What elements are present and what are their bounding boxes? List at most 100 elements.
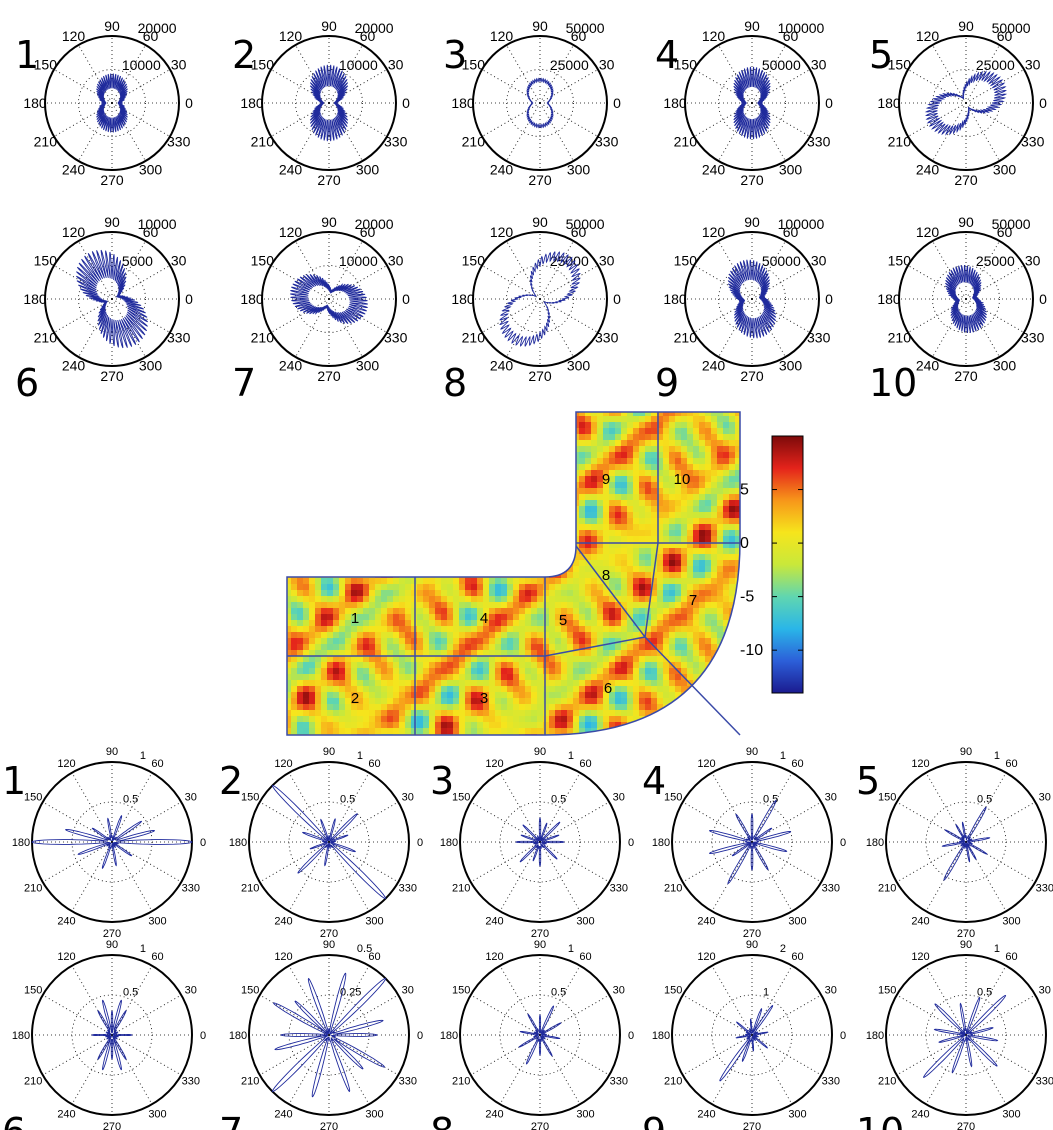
heatmap-cell — [705, 422, 712, 429]
heatmap-cell — [333, 596, 340, 603]
heatmap-cell — [621, 446, 628, 453]
heatmap-cell — [591, 698, 598, 705]
heatmap-cell — [621, 602, 628, 609]
heatmap-cell — [597, 494, 604, 501]
polar-series-10 — [945, 264, 987, 334]
heatmap-cell — [381, 602, 388, 609]
heatmap-cell — [489, 602, 496, 609]
heatmap-cell — [729, 530, 736, 537]
heatmap-cell — [375, 686, 382, 693]
heatmap-cell — [405, 596, 412, 603]
heatmap-cell — [447, 584, 454, 591]
heatmap-cell — [687, 668, 694, 675]
heatmap-cell — [651, 662, 658, 669]
heatmap-cell — [357, 614, 364, 621]
heatmap-cell — [429, 680, 436, 687]
colorbar-tick-label: 5 — [740, 482, 749, 499]
heatmap-cell — [711, 500, 718, 507]
heatmap-cell — [303, 674, 310, 681]
heatmap-cell — [429, 686, 436, 693]
heatmap-cell — [699, 518, 706, 525]
heatmap-cell — [645, 698, 652, 705]
heatmap-cell — [597, 656, 604, 663]
heatmap-cell — [657, 572, 664, 579]
heatmap-cell — [705, 596, 712, 603]
heatmap-cell — [585, 446, 592, 453]
heatmap-cell — [435, 644, 442, 651]
heatmap-cell — [471, 590, 478, 597]
heatmap-cell — [597, 572, 604, 579]
heatmap-cell — [693, 458, 700, 465]
heatmap-cell — [537, 656, 544, 663]
heatmap-cell — [645, 662, 652, 669]
heatmap-cell — [627, 680, 634, 687]
heatmap-cell — [657, 668, 664, 675]
heatmap-cell — [483, 710, 490, 717]
angle-label-210: 210 — [452, 882, 470, 894]
heatmap-cell — [375, 680, 382, 687]
panel-number: 7 — [232, 361, 256, 405]
heatmap-cell — [297, 716, 304, 723]
angle-label-120: 120 — [485, 951, 503, 963]
heatmap-cell — [687, 464, 694, 471]
heatmap-cell — [447, 728, 454, 735]
heatmap-cell — [627, 638, 634, 645]
angle-label-150: 150 — [452, 984, 470, 996]
heatmap-cell — [327, 680, 334, 687]
heatmap-cell — [543, 644, 550, 651]
heatmap-cell — [525, 614, 532, 621]
heatmap-cell — [603, 412, 610, 417]
heatmap-cell — [627, 464, 634, 471]
heatmap-cell — [483, 608, 490, 615]
heatmap-cell — [351, 638, 358, 645]
polar-spoke — [711, 965, 753, 1036]
heatmap-cell — [723, 500, 730, 507]
heatmap-cell — [363, 680, 370, 687]
heatmap-cell — [471, 608, 478, 615]
heatmap-cell — [393, 686, 400, 693]
heatmap-cell — [717, 518, 724, 525]
heatmap-cell — [393, 704, 400, 711]
heatmap-cell — [603, 464, 610, 471]
heatmap-cell — [669, 452, 676, 459]
panel-number: 7 — [219, 1110, 243, 1130]
heatmap-cell — [363, 650, 370, 657]
heatmap-cell — [603, 662, 610, 669]
heatmap-cell — [651, 482, 658, 489]
heatmap-cell — [639, 506, 646, 513]
angle-label-330: 330 — [399, 882, 417, 894]
heatmap-cell — [669, 554, 676, 561]
heatmap-cell — [573, 554, 580, 561]
heatmap-cell — [645, 476, 652, 483]
heatmap-cell — [543, 656, 550, 663]
heatmap-cell — [453, 728, 460, 735]
heatmap-cell — [405, 674, 412, 681]
heatmap-cell — [363, 716, 370, 723]
heatmap-cell — [669, 518, 676, 525]
heatmap-cell — [531, 584, 538, 591]
heatmap-cell — [441, 650, 448, 657]
heatmap-cell — [699, 626, 706, 633]
heatmap-cell — [447, 704, 454, 711]
heatmap-cell — [507, 596, 514, 603]
heatmap-cell — [735, 536, 740, 543]
heatmap-cell — [573, 728, 580, 735]
heatmap-cell — [633, 716, 640, 723]
heatmap-cell — [399, 632, 406, 639]
angle-label-0: 0 — [825, 95, 833, 111]
heatmap-cell — [627, 578, 634, 585]
heatmap-cell — [591, 464, 598, 471]
angle-label-0: 0 — [200, 1030, 206, 1042]
heatmap-cell — [465, 662, 472, 669]
heatmap-cell — [567, 680, 574, 687]
heatmap-cell — [447, 620, 454, 627]
heatmap-cell — [645, 412, 652, 417]
heatmap-cell — [513, 638, 520, 645]
heatmap-cell — [477, 614, 484, 621]
angle-label-150: 150 — [878, 984, 896, 996]
heatmap-cell — [693, 608, 700, 615]
heatmap-cell — [441, 698, 448, 705]
heatmap-cell — [381, 686, 388, 693]
heatmap-cell — [705, 446, 712, 453]
heatmap-cell — [429, 602, 436, 609]
